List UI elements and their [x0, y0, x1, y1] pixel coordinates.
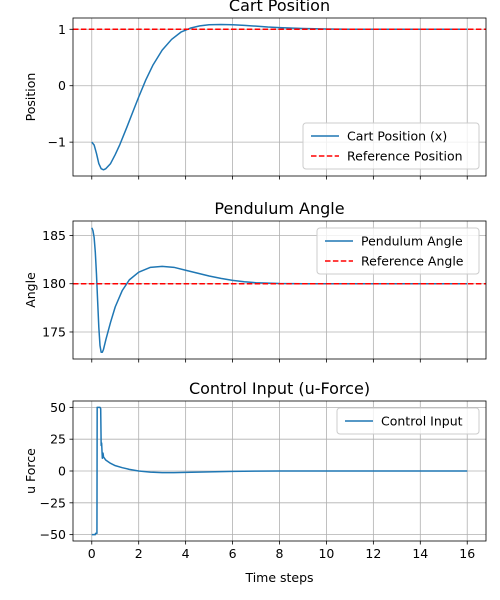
legend-box — [316, 227, 480, 275]
y-axis-label: u Force — [23, 448, 38, 494]
y-tick-label: 25 — [50, 432, 66, 447]
y-tick-label: −50 — [40, 527, 66, 542]
legend-label-1: Pendulum Angle — [361, 234, 463, 249]
x-tick-label: 4 — [182, 546, 190, 561]
x-tick-label: 10 — [318, 546, 334, 561]
series-line-1 — [91, 406, 468, 536]
chart-title: Pendulum Angle — [214, 199, 344, 218]
legend-label-2: Reference Position — [347, 149, 463, 164]
legend: Cart Position (x) Reference Position — [302, 122, 480, 170]
chart-title: Control Input (u-Force) — [189, 379, 370, 398]
x-tick-label: 6 — [229, 546, 237, 561]
y-tick-label: 50 — [50, 400, 66, 415]
x-axis-label: Time steps — [244, 570, 313, 585]
chart-2: 175 180 185 Pendulum Angle Angle Pendulum Ang… — [23, 199, 487, 363]
y-tick-label: 0 — [58, 464, 66, 479]
y-tick-label: 175 — [42, 324, 66, 339]
y-tick-label: −25 — [40, 495, 66, 510]
legend-label-1: Control Input — [381, 414, 463, 429]
series-group — [73, 227, 486, 353]
series-group — [91, 406, 468, 536]
x-tick-label: 16 — [459, 546, 475, 561]
legend-box — [302, 122, 480, 170]
y-tick-label: −1 — [48, 135, 66, 150]
x-tick-label: 8 — [276, 546, 284, 561]
legend-box — [336, 407, 480, 435]
y-axis-label: Angle — [23, 272, 38, 308]
y-tick-label: 185 — [42, 228, 66, 243]
x-tick-label: 2 — [135, 546, 143, 561]
y-tick-label: 0 — [58, 78, 66, 93]
chart-panels: −1 0 1 Cart Position Position Cart Position (… — [23, 0, 487, 585]
y-tick-label: 180 — [42, 276, 66, 291]
chart-title: Cart Position — [229, 0, 330, 15]
chart-1: −1 0 1 Cart Position Position Cart Position (… — [23, 0, 487, 180]
y-axis-label: Position — [23, 73, 38, 122]
legend-label-1: Cart Position (x) — [347, 129, 447, 144]
series-group — [73, 23, 486, 171]
x-tick-label: 12 — [365, 546, 381, 561]
chart-3: 0 2 4 6 8 10 12 14 16 −50 −25 0 25 50 Control Input (u… — [23, 379, 487, 585]
legend-label-2: Reference Angle — [361, 254, 464, 269]
y-tick-label: 1 — [58, 22, 66, 37]
legend: Pendulum Angle Reference Angle — [316, 227, 480, 275]
legend: Control Input — [336, 407, 480, 435]
x-tick-label: 14 — [412, 546, 428, 561]
x-tick-label: 0 — [88, 546, 96, 561]
